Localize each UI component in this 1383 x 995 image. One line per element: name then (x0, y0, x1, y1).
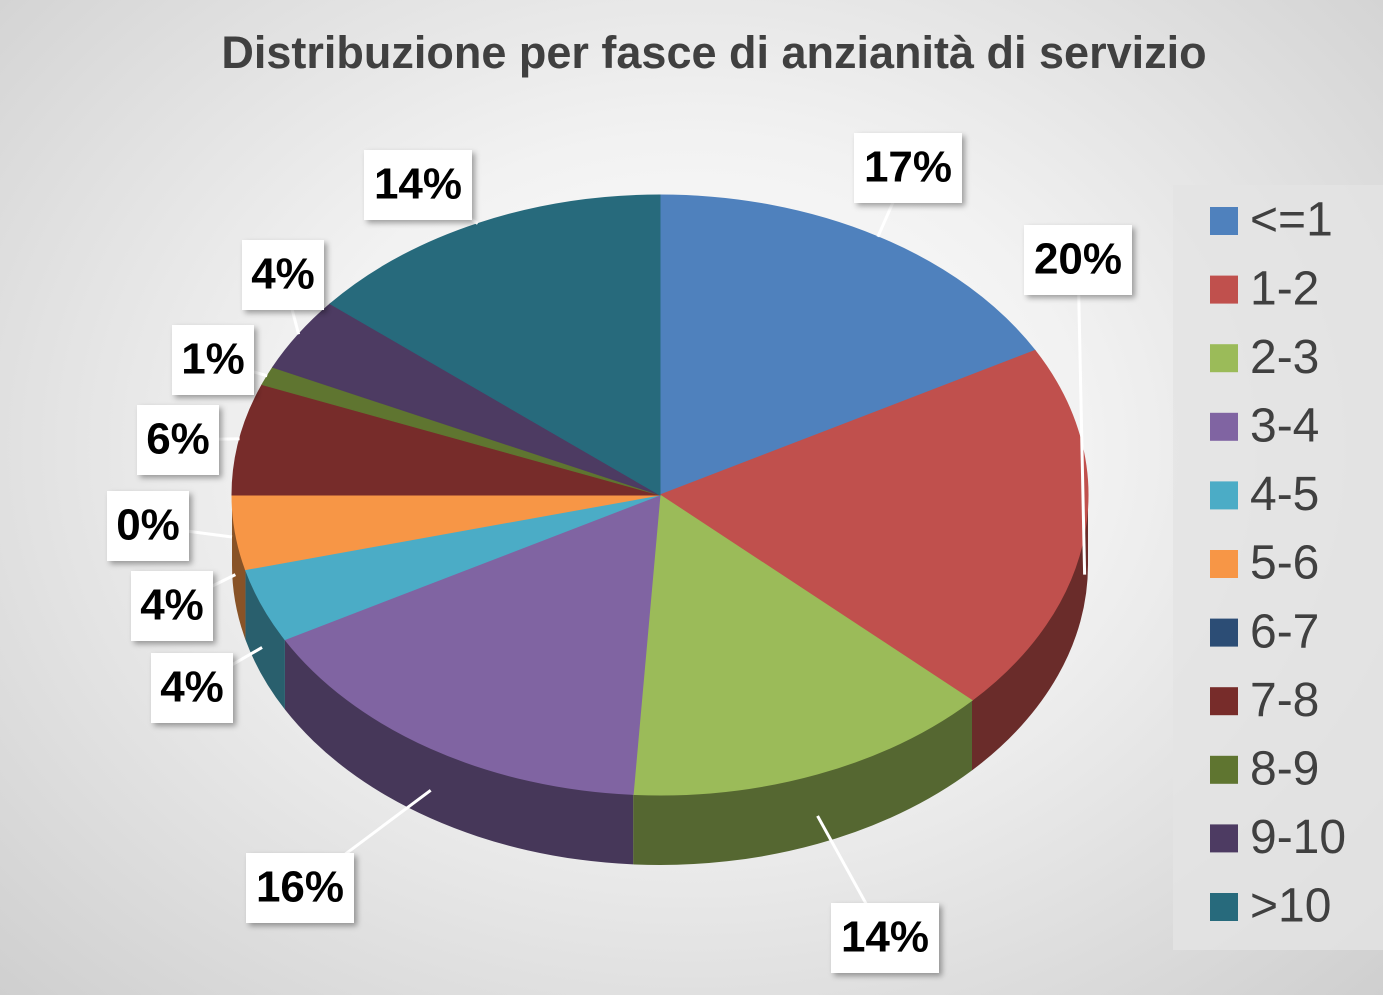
data-label: 4% (160, 663, 224, 712)
data-label-box (172, 325, 254, 395)
legend-label: 4-5 (1250, 468, 1319, 521)
legend-swatch (1210, 618, 1238, 647)
data-label: 20% (1034, 235, 1122, 284)
legend-swatch (1210, 344, 1238, 373)
legend-swatch (1210, 824, 1238, 853)
slice-side (245, 569, 285, 710)
data-label: 16% (256, 863, 344, 912)
slice-side (232, 495, 246, 640)
slice (231, 383, 661, 496)
data-label-box (854, 133, 962, 203)
legend-swatch (1210, 275, 1238, 304)
legend-swatch (1210, 550, 1238, 578)
data-label-box (831, 903, 939, 973)
data-label-box (137, 405, 219, 475)
chart-title: Distribuzione per fasce di anzianità di … (221, 27, 1207, 78)
legend-label: >10 (1250, 880, 1331, 933)
slice-side (633, 700, 972, 865)
legend-label: <=1 (1250, 194, 1333, 247)
data-label-box (131, 571, 213, 641)
data-label-box (242, 240, 324, 310)
legend-box (1173, 185, 1383, 950)
data-label: 0% (116, 501, 180, 550)
legend-swatch (1210, 687, 1238, 716)
leader-line (1076, 259, 1087, 575)
legend-swatch (1210, 207, 1238, 235)
legend-label: 8-9 (1250, 742, 1319, 795)
data-label-box (107, 491, 189, 561)
legend-swatch (1210, 481, 1238, 510)
legend-label: 3-4 (1250, 399, 1319, 452)
slice (632, 494, 973, 796)
data-label: 17% (864, 143, 952, 192)
legend-label: 5-6 (1250, 537, 1319, 590)
slice (284, 494, 661, 795)
data-label-box (364, 150, 472, 220)
slice-side (971, 495, 1088, 771)
legend-label: 9-10 (1250, 811, 1346, 864)
data-label: 14% (374, 160, 462, 209)
legend-label: 1-2 (1250, 262, 1319, 315)
data-label: 14% (841, 913, 929, 962)
data-label-box (246, 853, 354, 923)
data-label-box (1024, 225, 1132, 295)
legend-swatch (1210, 412, 1238, 441)
data-label: 6% (146, 415, 210, 464)
data-label-box (151, 653, 233, 723)
data-label: 4% (140, 581, 204, 630)
legend-label: 6-7 (1250, 605, 1319, 658)
legend-swatch (1210, 755, 1238, 784)
legend-swatch (1210, 893, 1238, 921)
data-label: 4% (251, 250, 315, 299)
legend-label: 2-3 (1250, 331, 1319, 384)
legend-label: 7-8 (1250, 674, 1319, 727)
data-label: 1% (181, 335, 245, 384)
slice-side (284, 639, 634, 865)
slice (659, 194, 1036, 496)
